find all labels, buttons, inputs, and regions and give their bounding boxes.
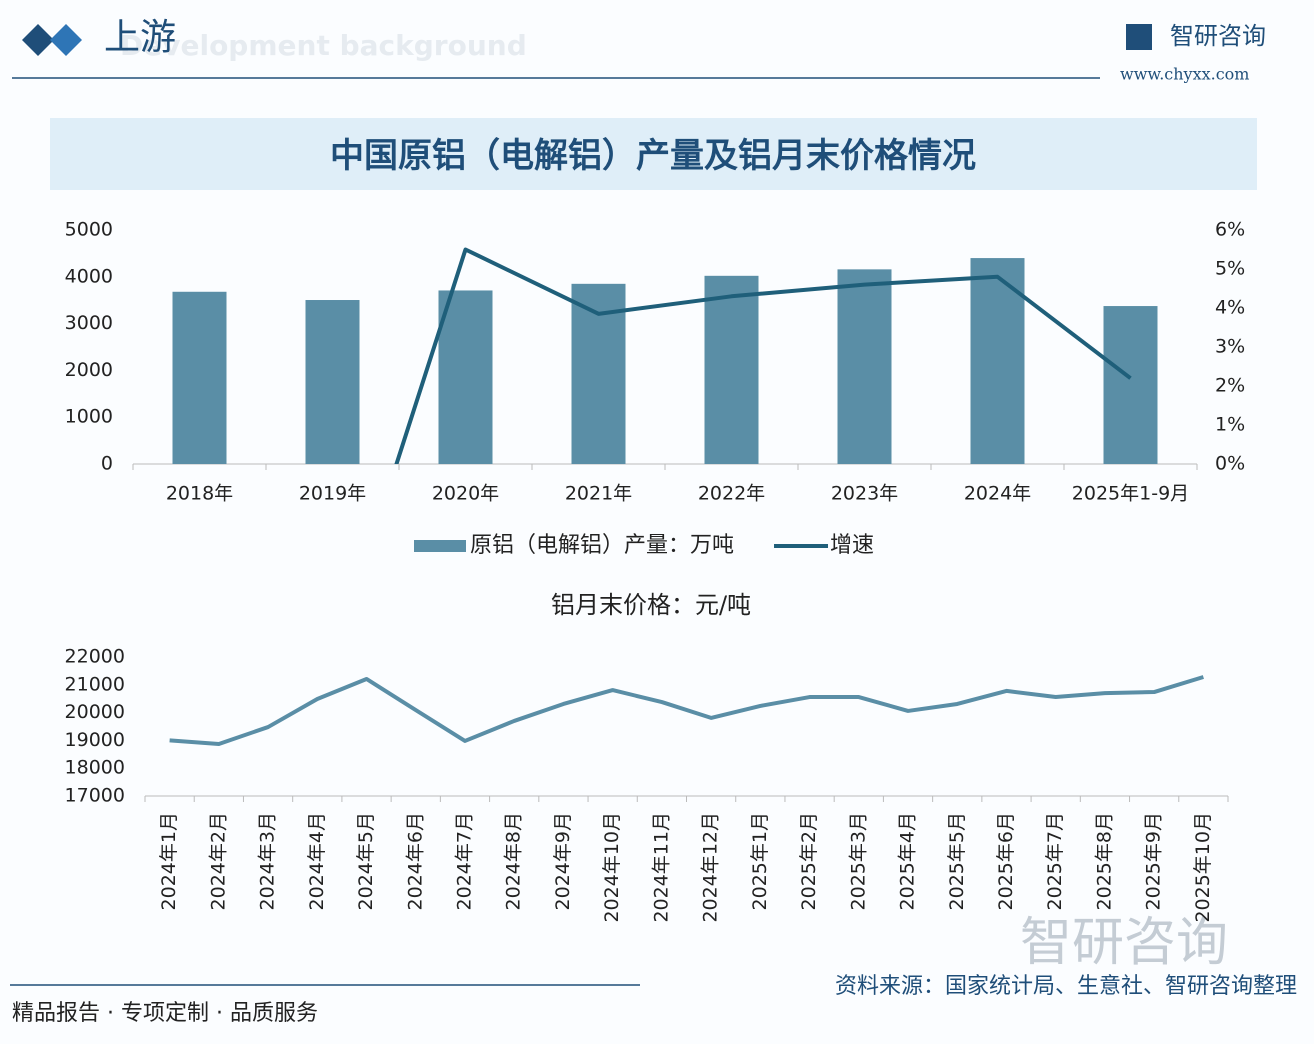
- y-tick-label: 20000: [65, 701, 125, 723]
- y-tick-label: 21000: [65, 673, 125, 695]
- logo: 智研咨询: [1170, 22, 1266, 50]
- watermark: 智研咨询: [1020, 913, 1228, 973]
- banner: [50, 118, 1257, 190]
- x-tick-label: 2025年8月: [1093, 812, 1115, 910]
- x-tick-label: 2024年1月: [158, 812, 180, 910]
- bar: [704, 275, 759, 464]
- legend-label: 原铝（电解铝）产量：万吨: [470, 533, 734, 558]
- x-tick-label: 2025年3月: [847, 812, 869, 910]
- x-tick-label: 2025年5月: [946, 812, 968, 910]
- x-tick-label: 2025年1-9月: [1072, 483, 1189, 505]
- x-tick-label: 2024年4月: [306, 812, 328, 910]
- chart-title: 中国原铝（电解铝）产量及铝月末价格情况: [330, 136, 976, 176]
- y-tick-label: 18000: [65, 757, 125, 779]
- logo-icon: [1126, 24, 1152, 50]
- x-tick-label: 2024年: [964, 483, 1031, 505]
- bar: [305, 300, 360, 464]
- x-tick-label: 2024年5月: [355, 812, 377, 910]
- x-tick-label: 2025年10月: [1192, 812, 1214, 923]
- x-tick-label: 2024年12月: [700, 812, 722, 923]
- icon: [22, 24, 54, 56]
- y2-tick-label: 6%: [1215, 219, 1245, 241]
- y2-tick-label: 1%: [1215, 414, 1245, 436]
- bar: [438, 290, 493, 464]
- x-tick-label: 2025年6月: [995, 812, 1017, 910]
- x-tick-label: 2024年11月: [650, 812, 672, 923]
- legend-label: 增速: [830, 533, 874, 558]
- x-tick-label: 2024年6月: [404, 812, 426, 910]
- x-tick-label: 2020年: [432, 483, 499, 505]
- line: [394, 247, 1132, 464]
- x-tick-label: 2025年9月: [1143, 812, 1165, 910]
- y-tick-label: 22000: [65, 646, 125, 668]
- x-tick-label: 2024年10月: [601, 812, 623, 923]
- legend-swatch: [414, 540, 466, 552]
- x-tick-label: 2023年: [831, 483, 898, 505]
- y-tick-label: 3000: [65, 312, 113, 334]
- chart-title: 铝月末价格：元/吨: [551, 591, 751, 619]
- y-tick-label: 2000: [65, 359, 113, 381]
- line: [169, 675, 1204, 747]
- slogan: 精品报告 · 专项定制 · 品质服务: [12, 1001, 318, 1026]
- y-tick-label: 1000: [65, 406, 113, 428]
- bar: [837, 269, 892, 464]
- x-tick-label: 2024年2月: [207, 812, 229, 910]
- x-tick-label: 2019年: [299, 483, 366, 505]
- y2-tick-label: 4%: [1215, 297, 1245, 319]
- y-tick-label: 0: [101, 453, 113, 475]
- x-tick-label: 2024年9月: [552, 812, 574, 910]
- y-tick-label: 17000: [65, 785, 125, 807]
- y2-tick-label: 3%: [1215, 336, 1245, 358]
- x-tick-label: 2022年: [698, 483, 765, 505]
- bar: [172, 291, 227, 464]
- x-tick-label: 2025年7月: [1044, 812, 1066, 910]
- y-tick-label: 4000: [65, 265, 113, 287]
- x-tick-label: 2025年2月: [798, 812, 820, 910]
- y2-tick-label: 2%: [1215, 375, 1245, 397]
- y2-tick-label: 0%: [1215, 453, 1245, 475]
- x-tick-label: 2024年8月: [503, 812, 525, 910]
- x-tick-label: 2024年7月: [453, 812, 475, 910]
- y-tick-label: 5000: [65, 219, 113, 241]
- y-tick-label: 19000: [65, 729, 125, 751]
- x-tick-label: 2024年3月: [257, 812, 279, 910]
- section-title: 上游: [104, 17, 176, 58]
- source: 资料来源：国家统计局、生意社、智研咨询整理: [835, 974, 1297, 999]
- x-tick-label: 2025年1月: [749, 812, 771, 910]
- bar: [1103, 306, 1158, 464]
- x-tick-label: 2025年4月: [897, 812, 919, 910]
- x-tick-label: 2018年: [166, 483, 233, 505]
- y2-tick-label: 5%: [1215, 258, 1245, 280]
- subtitle: Development background: [120, 29, 527, 62]
- icon: [50, 24, 82, 56]
- website: www.chyxx.com: [1120, 65, 1249, 84]
- x-tick-label: 2021年: [565, 483, 632, 505]
